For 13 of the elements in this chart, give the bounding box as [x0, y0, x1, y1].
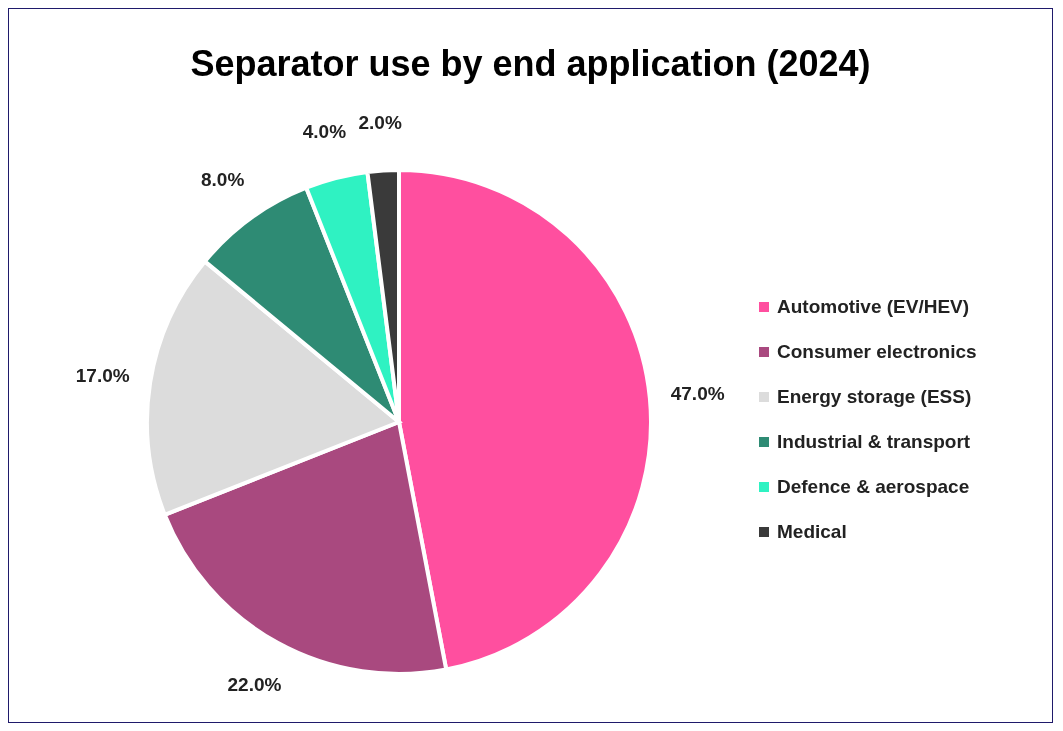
chart-title: Separator use by end application (2024) [189, 43, 872, 86]
data-label: 17.0% [75, 364, 130, 386]
data-label: 22.0% [227, 674, 282, 696]
data-label: 47.0% [670, 383, 725, 405]
legend-label: Energy storage (ESS) [777, 385, 972, 408]
legend-label: Automotive (EV/HEV) [777, 295, 970, 318]
data-label: 4.0% [302, 120, 347, 142]
legend-label: Industrial & transport [777, 430, 971, 453]
data-label: 2.0% [358, 112, 402, 134]
legend-label: Consumer electronics [777, 340, 977, 363]
legend-label: Defence & aerospace [777, 475, 970, 498]
data-label: 8.0% [201, 168, 245, 190]
legend-label: Medical [777, 520, 847, 543]
